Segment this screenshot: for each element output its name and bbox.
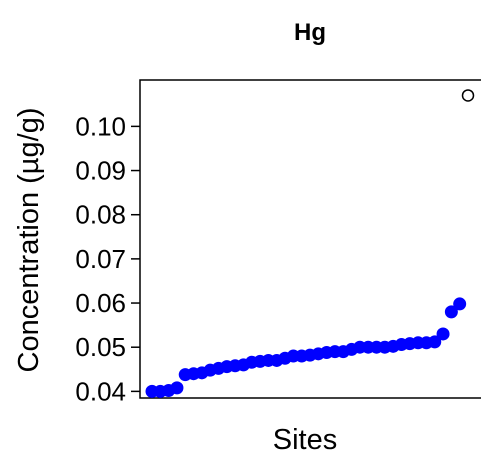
y-axis-label: Concentration (µg/g): [13, 108, 45, 373]
data-point: [453, 297, 467, 311]
plot-frame: [139, 79, 481, 399]
x-axis-label: Sites: [273, 424, 337, 456]
outlier-point: [461, 89, 475, 102]
y-tick-label: 0.04: [75, 376, 126, 406]
data-point: [444, 305, 458, 319]
y-tick-label: 0.10: [75, 111, 126, 141]
chart-title: Hg: [294, 19, 326, 46]
y-tick-label: 0.07: [75, 244, 126, 274]
y-axis: 0.04 0.05 0.06 0.07 0.08 0.09 0.10: [75, 111, 140, 406]
y-tick-label: 0.05: [75, 332, 126, 362]
data-point: [428, 335, 442, 349]
data-point: [436, 327, 450, 341]
data-point: [170, 381, 184, 395]
y-tick-label: 0.06: [75, 288, 126, 318]
y-tick-label: 0.09: [75, 156, 126, 186]
data-points: [145, 89, 475, 398]
y-tick-label: 0.08: [75, 200, 126, 230]
